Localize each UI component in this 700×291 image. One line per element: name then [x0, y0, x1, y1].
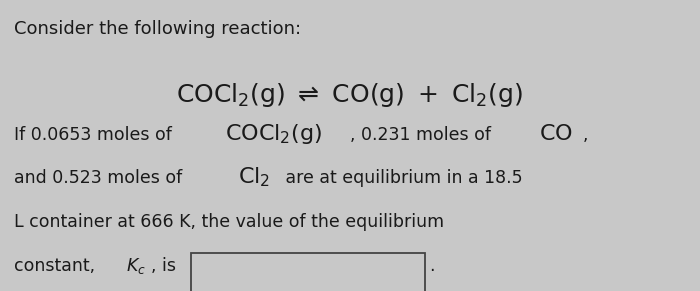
Text: $\mathregular{COCl_2(g)\ \rightleftharpoons\ CO(g)\ +\ Cl_2(g)}$: $\mathregular{COCl_2(g)\ \rightleftharpo… — [176, 81, 524, 109]
Text: $\mathregular{Cl_2}$: $\mathregular{Cl_2}$ — [238, 165, 270, 189]
Text: .: . — [429, 257, 434, 275]
Text: , 0.231 moles of: , 0.231 moles of — [350, 126, 496, 144]
Text: are at equilibrium in a 18.5: are at equilibrium in a 18.5 — [280, 169, 522, 187]
Text: $\mathregular{COCl_2(g)}$: $\mathregular{COCl_2(g)}$ — [225, 122, 322, 146]
Text: Consider the following reaction:: Consider the following reaction: — [14, 20, 301, 38]
Text: $\mathit{K}_{\mathit{c}}$: $\mathit{K}_{\mathit{c}}$ — [126, 255, 146, 276]
Text: If 0.0653 moles of: If 0.0653 moles of — [14, 126, 177, 144]
Text: $\mathregular{CO}$: $\mathregular{CO}$ — [539, 124, 573, 144]
Text: ,: , — [582, 126, 588, 144]
Bar — [191, 253, 426, 291]
Text: L container at 666 K, the value of the equilibrium: L container at 666 K, the value of the e… — [14, 213, 444, 231]
Text: constant,: constant, — [14, 257, 101, 275]
Text: , is: , is — [151, 257, 182, 275]
Text: and 0.523 moles of: and 0.523 moles of — [14, 169, 188, 187]
